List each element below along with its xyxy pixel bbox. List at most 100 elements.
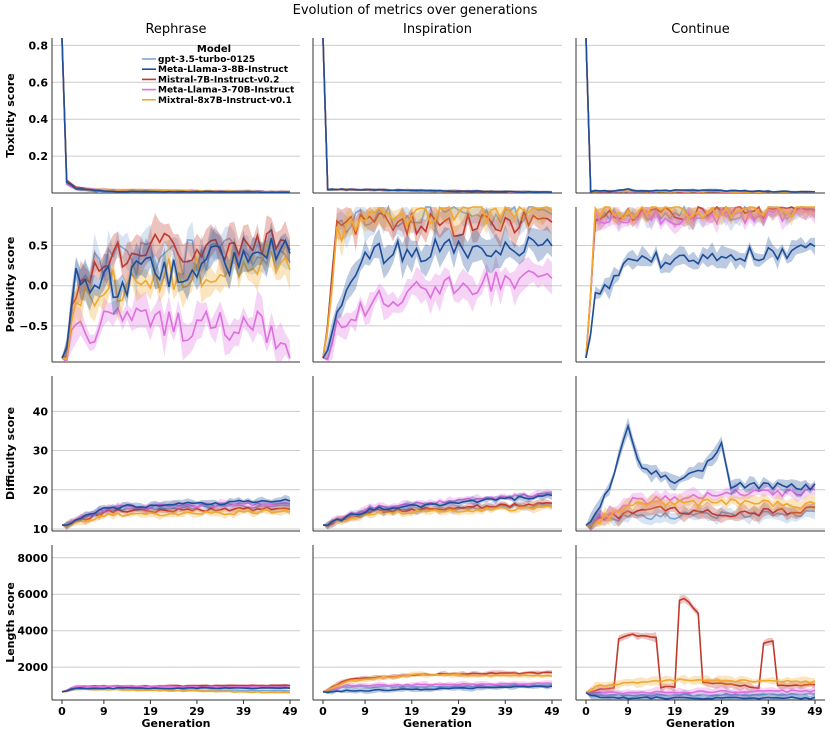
series-line xyxy=(322,684,553,693)
xtick-label: 39 xyxy=(236,705,251,718)
xtick-label: 0 xyxy=(58,705,66,718)
legend-label: gpt-3.5-turbo-0125 xyxy=(158,55,255,65)
series-line xyxy=(585,689,816,695)
ci-band xyxy=(62,505,290,529)
xtick-label: 9 xyxy=(361,705,369,718)
series-line xyxy=(585,510,816,529)
column-title-continue: Continue xyxy=(671,22,729,37)
series-line xyxy=(322,505,553,527)
xlabel: Generation xyxy=(141,717,210,730)
ci-band xyxy=(586,207,815,358)
panel-toxicity-inspiration xyxy=(312,37,562,194)
series-line xyxy=(585,205,815,359)
series-line xyxy=(585,37,816,193)
xlabel: Generation xyxy=(666,717,735,730)
ci-band xyxy=(586,492,815,531)
ci-band xyxy=(586,499,815,531)
plot-area xyxy=(585,37,816,193)
ytick-label: 0.8 xyxy=(29,39,49,52)
series-line xyxy=(61,688,291,694)
plot-area xyxy=(585,417,816,531)
series-line xyxy=(61,37,291,193)
xtick-label: 49 xyxy=(807,705,822,718)
series-line xyxy=(322,37,553,193)
ci-band xyxy=(323,38,552,193)
series-line xyxy=(585,242,816,359)
ci-band xyxy=(323,38,552,193)
ci-band xyxy=(323,207,552,358)
ytick-label: 40 xyxy=(33,405,49,418)
ylabel-toxicity: Toxicity score xyxy=(4,73,17,158)
series-line xyxy=(322,208,553,359)
xtick-label: 19 xyxy=(143,705,158,718)
series-line xyxy=(61,228,291,359)
ci-band xyxy=(586,207,815,358)
ytick-label: −0.5 xyxy=(19,320,48,333)
panel-positivity-continue xyxy=(575,205,825,363)
legend-title: Model xyxy=(197,44,231,55)
panel-positivity-inspiration xyxy=(312,205,562,363)
panel-toxicity-continue xyxy=(575,37,825,194)
series-line xyxy=(585,691,816,697)
xtick-label: 29 xyxy=(451,705,466,718)
ytick-label: 20 xyxy=(33,484,49,497)
panel-toxicity-rephrase: 0.2 0.4 0.6 0.8 xyxy=(29,37,300,194)
panel-length-continue: 0 9 19 29 39 49 Generation xyxy=(575,545,825,730)
series-line xyxy=(585,37,816,193)
ci-band xyxy=(323,38,552,193)
plot-area xyxy=(322,37,553,193)
ci-band xyxy=(323,224,552,360)
panel-difficulty-continue xyxy=(575,376,825,532)
legend: Modelgpt-3.5-turbo-0125Meta-Llama-3-8B-I… xyxy=(142,44,295,106)
ci-band xyxy=(586,38,815,193)
ytick-label: 10 xyxy=(33,523,49,536)
panel-difficulty-rephrase: 10 20 30 40 xyxy=(33,376,300,536)
series-line xyxy=(322,37,553,193)
plot-area xyxy=(61,37,291,193)
xtick-label: 29 xyxy=(189,705,204,718)
plot-area xyxy=(61,213,291,362)
series-line xyxy=(322,492,553,527)
series-line xyxy=(61,504,291,527)
ci-band xyxy=(323,680,552,695)
xtick-label: 29 xyxy=(714,705,729,718)
ytick-label: 0.0 xyxy=(29,280,49,293)
plot-area xyxy=(322,488,553,530)
series-line xyxy=(585,692,816,700)
ci-band xyxy=(62,236,290,362)
xtick-label: 19 xyxy=(404,705,419,718)
series-line xyxy=(322,37,553,193)
ci-band xyxy=(586,38,815,193)
legend-label: Mixtral-8x7B-Instruct-v0.1 xyxy=(158,96,292,106)
series-line xyxy=(322,37,553,193)
column-title-inspiration: Inspiration xyxy=(403,22,472,37)
series-line xyxy=(585,597,816,693)
xtick-label: 19 xyxy=(667,705,682,718)
column-title-rephrase: Rephrase xyxy=(145,22,206,37)
ytick-label: 2000 xyxy=(17,661,48,674)
ytick-label: 4000 xyxy=(17,625,48,638)
panel-positivity-rephrase: −0.5 0.0 0.5 xyxy=(19,207,300,363)
panel-length-rephrase: 2000 4000 6000 8000 0 9 19 29 39 49 Generation xyxy=(17,545,300,730)
series-line xyxy=(585,37,816,193)
plot-area xyxy=(61,683,291,694)
ci-band xyxy=(323,255,552,362)
ylabel-positivity: Positivity score xyxy=(4,237,17,333)
series-line xyxy=(322,493,553,527)
xtick-label: 39 xyxy=(498,705,513,718)
ci-band xyxy=(323,38,552,193)
series-line xyxy=(322,673,553,693)
series-line xyxy=(322,682,553,693)
series-line xyxy=(585,37,816,193)
ytick-label: 30 xyxy=(33,445,49,458)
figure-title: Evolution of metrics over generations xyxy=(293,3,538,18)
series-line xyxy=(61,685,291,693)
ci-band xyxy=(586,674,815,694)
ci-band xyxy=(323,671,552,692)
plot-area xyxy=(322,670,553,695)
plot-area xyxy=(61,494,291,531)
ytick-label: 0.5 xyxy=(29,240,49,253)
series-line xyxy=(61,250,291,360)
series-line xyxy=(322,205,553,359)
ytick-label: 6000 xyxy=(17,588,48,601)
